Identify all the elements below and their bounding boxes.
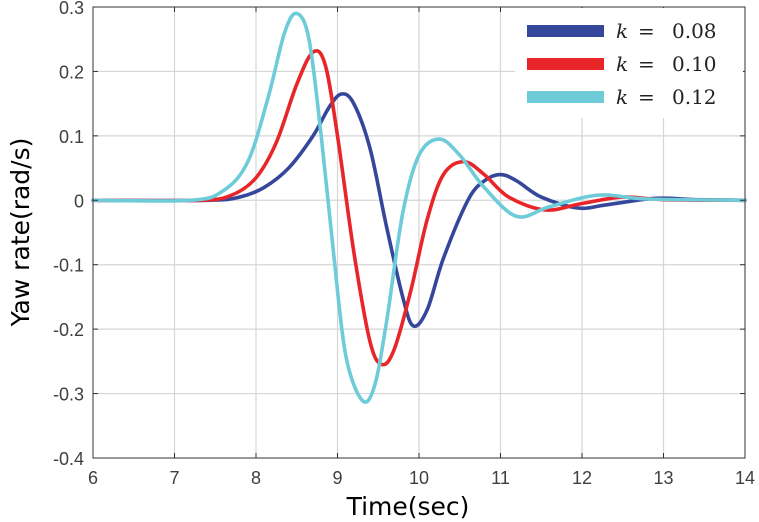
series-line-2 <box>91 11 747 404</box>
axis-ticks <box>92 6 746 459</box>
legend-value: 0.10 <box>672 52 717 76</box>
x-tick-label: 14 <box>735 468 755 488</box>
x-tick-label: 8 <box>251 468 261 488</box>
data-curves <box>91 11 747 404</box>
legend-swatch-1 <box>527 58 604 70</box>
legend-k-symbol: k <box>616 85 628 109</box>
y-axis-label: Yaw rate(rad/s) <box>6 138 35 328</box>
legend-swatch-0 <box>527 25 604 37</box>
series-line-1 <box>91 49 747 367</box>
x-tick-label: 7 <box>169 468 179 488</box>
legend-k-symbol: k <box>616 52 628 76</box>
x-tick-label: 9 <box>332 468 342 488</box>
x-tick-label: 11 <box>491 468 510 488</box>
y-tick-label: -0.1 <box>53 256 84 276</box>
x-tick-label: 10 <box>409 468 429 488</box>
legend-value: 0.08 <box>672 19 717 43</box>
x-axis-label: Time(sec) <box>346 492 470 521</box>
y-tick-label: -0.3 <box>53 385 84 405</box>
legend-equals: = <box>638 52 655 76</box>
y-tick-label: 0.1 <box>59 127 84 147</box>
y-tick-label: 0 <box>74 191 84 211</box>
legend-value: 0.12 <box>672 85 717 109</box>
y-tick-labels: 0.3 0.2 0.1 0 -0.1 -0.2 -0.3 -0.4 <box>53 0 84 469</box>
legend-equals: = <box>638 85 655 109</box>
y-tick-label: 0.2 <box>59 62 84 82</box>
y-tick-label: -0.2 <box>53 320 84 340</box>
series-line-0 <box>91 92 747 329</box>
legend-equals: = <box>638 19 655 43</box>
x-tick-label: 6 <box>88 468 98 488</box>
y-tick-label: 0.3 <box>59 0 84 18</box>
legend-k-symbol: k <box>616 19 628 43</box>
x-tick-label: 12 <box>572 468 592 488</box>
legend-swatch-2 <box>527 91 604 103</box>
x-tick-labels: 6 7 8 9 10 11 12 13 14 <box>88 468 755 488</box>
x-tick-label: 13 <box>653 468 673 488</box>
y-tick-label: -0.4 <box>53 449 84 469</box>
legend: k = 0.08 k = 0.10 k = 0.12 <box>515 8 743 118</box>
